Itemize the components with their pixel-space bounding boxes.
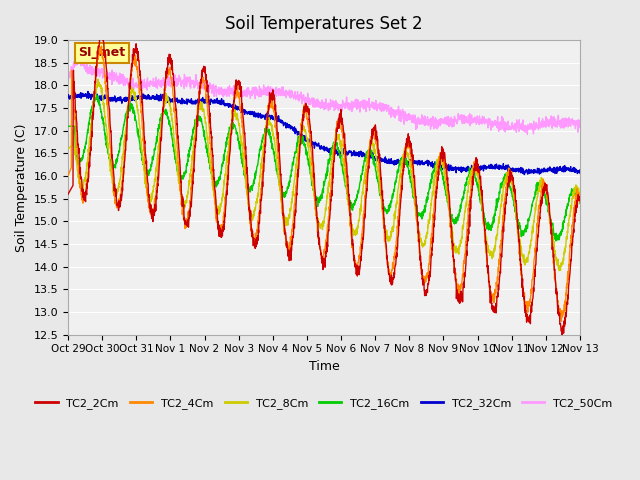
- Legend: TC2_2Cm, TC2_4Cm, TC2_8Cm, TC2_16Cm, TC2_32Cm, TC2_50Cm: TC2_2Cm, TC2_4Cm, TC2_8Cm, TC2_16Cm, TC2…: [31, 393, 617, 413]
- X-axis label: Time: Time: [308, 360, 339, 373]
- Y-axis label: Soil Temperature (C): Soil Temperature (C): [15, 123, 28, 252]
- Text: SI_met: SI_met: [78, 46, 125, 60]
- Title: Soil Temperatures Set 2: Soil Temperatures Set 2: [225, 15, 423, 33]
